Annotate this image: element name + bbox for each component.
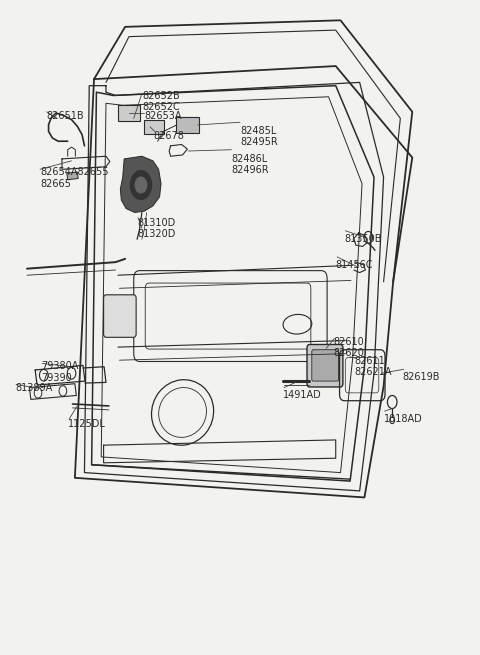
Text: 81310D
81320D: 81310D 81320D [137,217,176,239]
Text: 79380A
79390: 79380A 79390 [41,362,79,383]
FancyBboxPatch shape [119,105,141,121]
Text: 81389A: 81389A [15,383,52,393]
FancyBboxPatch shape [144,120,164,134]
FancyBboxPatch shape [312,350,338,381]
Text: 82652B
82652C: 82652B 82652C [142,91,180,112]
Text: 81456C: 81456C [336,259,373,269]
Polygon shape [67,172,78,179]
Text: 82610
82620: 82610 82620 [333,337,364,358]
Text: 82651B: 82651B [46,111,84,121]
Text: 82678: 82678 [154,132,185,141]
FancyBboxPatch shape [176,117,199,133]
Circle shape [131,171,152,199]
Text: 1491AD: 1491AD [283,390,322,400]
Text: 82485L
82495R: 82485L 82495R [240,126,278,147]
Text: 82653A: 82653A [144,111,182,121]
FancyBboxPatch shape [307,345,343,387]
Text: 82654A82655
82665: 82654A82655 82665 [40,168,108,189]
Text: 82619B: 82619B [403,372,440,382]
Text: 1125DL: 1125DL [68,419,106,429]
Text: 82611
82621A: 82611 82621A [355,356,392,377]
Circle shape [135,177,147,193]
Text: 1018AD: 1018AD [384,414,422,424]
Text: 82486L
82496R: 82486L 82496R [231,155,269,176]
FancyBboxPatch shape [104,295,136,337]
Polygon shape [120,157,161,212]
Text: 81350B: 81350B [344,234,382,244]
